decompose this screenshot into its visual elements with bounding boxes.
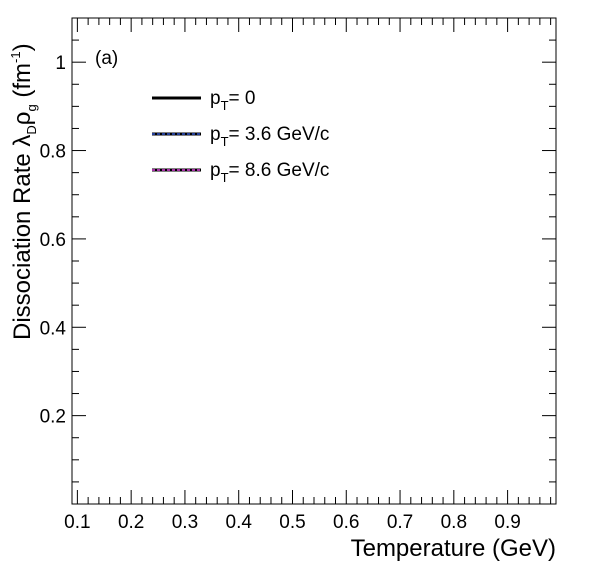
x-tick-label: 0.7 [387,512,413,533]
y-axis-title: Dissociation Rate λDρg (fm-1) [8,43,39,340]
legend-label-1: pT= 0 [210,88,255,113]
y-title-main: Dissociation Rate [9,147,36,340]
x-tick-label: 0.8 [441,512,467,533]
legend-label-3: pT= 8.6 GeV/c [210,160,329,185]
y-title-unit-close: ) [9,43,36,51]
y-tick-label: 0.4 [40,318,67,339]
panel-label: (a) [95,48,118,69]
y-title-lambda: λ [9,135,36,147]
legend-label-2: pT= 3.6 GeV/c [210,124,329,149]
plot-frame [71,17,557,505]
y-tick-label: 0.8 [40,142,66,163]
y-title-unit-sup: -1 [8,51,23,63]
y-axis-ticks [72,39,556,483]
x-tick-label: 0.2 [118,512,144,533]
y-tick-label: 0.2 [40,407,66,428]
y-tick-label: 1 [55,53,66,74]
x-tick-label: 0.3 [172,512,198,533]
x-tick-label: 0.1 [64,512,90,533]
x-axis-title: Temperature (GeV) [351,535,556,562]
x-axis-ticks [76,18,552,504]
y-title-unit-open: (fm [9,63,36,104]
y-title-rho: ρ [9,112,36,126]
x-tick-label: 0.9 [494,512,520,533]
x-tick-label: 0.5 [279,512,305,533]
y-tick-label: 0.6 [40,230,66,251]
x-tick-label: 0.6 [333,512,359,533]
y-title-lambda-sub: D [24,125,39,134]
x-axis-tick-labels: 0.1 0.2 0.3 0.4 0.5 0.6 0.7 0.8 0.9 [64,512,521,533]
legend: pT= 0 pT= 3.6 GeV/c pT= 8.6 GeV/c [152,88,329,185]
x-tick-label: 0.4 [226,512,253,533]
y-axis-tick-labels: 0.2 0.4 0.6 0.8 1 [40,53,67,427]
y-title-rho-sub: g [24,104,39,111]
